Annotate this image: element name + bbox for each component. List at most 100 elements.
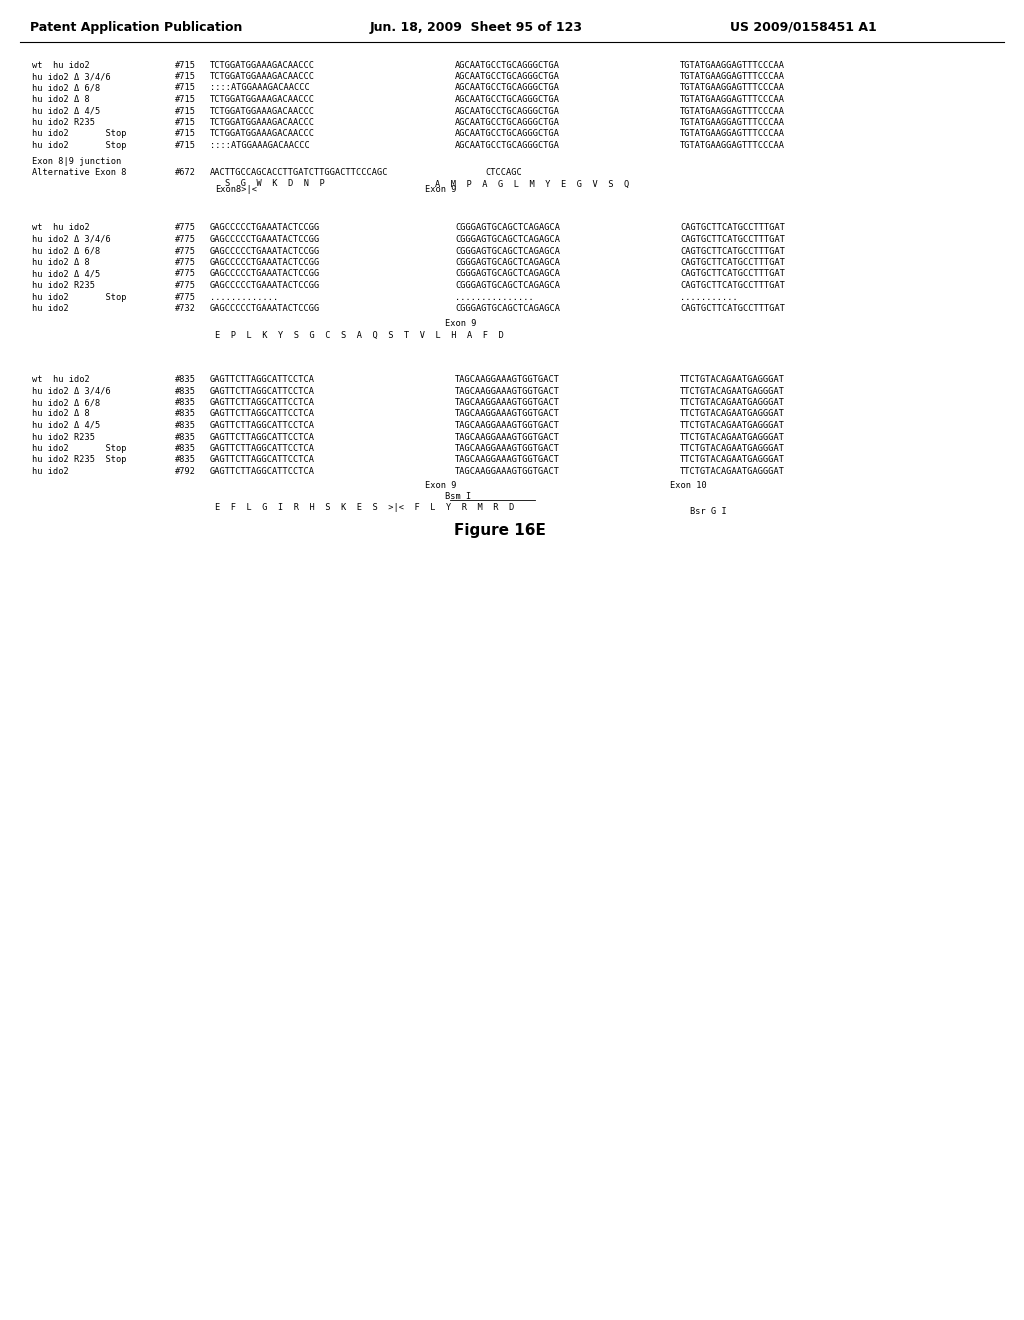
Text: #775: #775 bbox=[175, 293, 196, 301]
Text: #715: #715 bbox=[175, 107, 196, 116]
Text: #672: #672 bbox=[175, 168, 196, 177]
Text: TGTATGAAGGAGTTTCCCAA: TGTATGAAGGAGTTTCCCAA bbox=[680, 61, 785, 70]
Text: GAGTTCTTAGGCATTCCTCA: GAGTTCTTAGGCATTCCTCA bbox=[210, 433, 315, 441]
Text: wt  hu ido2: wt hu ido2 bbox=[32, 61, 90, 70]
Text: CAGTGCTTCATGCCTTTGAT: CAGTGCTTCATGCCTTTGAT bbox=[680, 269, 785, 279]
Text: Exon8>|<: Exon8>|< bbox=[215, 185, 257, 194]
Text: GAGCCCCCTGAAATACTCCGG: GAGCCCCCTGAAATACTCCGG bbox=[210, 235, 321, 244]
Text: CAGTGCTTCATGCCTTTGAT: CAGTGCTTCATGCCTTTGAT bbox=[680, 304, 785, 313]
Text: Exon 9: Exon 9 bbox=[425, 480, 457, 490]
Text: #835: #835 bbox=[175, 409, 196, 418]
Text: CTCCAGC: CTCCAGC bbox=[485, 168, 522, 177]
Text: Figure 16E: Figure 16E bbox=[454, 524, 546, 539]
Text: GAGTTCTTAGGCATTCCTCA: GAGTTCTTAGGCATTCCTCA bbox=[210, 455, 315, 465]
Text: hu ido2       Stop: hu ido2 Stop bbox=[32, 129, 127, 139]
Text: #835: #835 bbox=[175, 399, 196, 407]
Text: TAGCAAGGAAAGTGGTGACT: TAGCAAGGAAAGTGGTGACT bbox=[455, 409, 560, 418]
Text: hu ido2 Δ 4/5: hu ido2 Δ 4/5 bbox=[32, 421, 100, 430]
Text: TCTGGATGGAAAGACAACCC: TCTGGATGGAAAGACAACCC bbox=[210, 73, 315, 81]
Text: #775: #775 bbox=[175, 247, 196, 256]
Text: #835: #835 bbox=[175, 444, 196, 453]
Text: AGCAATGCCTGCAGGGCTGA: AGCAATGCCTGCAGGGCTGA bbox=[455, 141, 560, 150]
Text: hu ido2       Stop: hu ido2 Stop bbox=[32, 141, 127, 150]
Text: AGCAATGCCTGCAGGGCTGA: AGCAATGCCTGCAGGGCTGA bbox=[455, 107, 560, 116]
Text: GAGCCCCCTGAAATACTCCGG: GAGCCCCCTGAAATACTCCGG bbox=[210, 281, 321, 290]
Text: #775: #775 bbox=[175, 235, 196, 244]
Text: AGCAATGCCTGCAGGGCTGA: AGCAATGCCTGCAGGGCTGA bbox=[455, 73, 560, 81]
Text: TGTATGAAGGAGTTTCCCAA: TGTATGAAGGAGTTTCCCAA bbox=[680, 95, 785, 104]
Text: AGCAATGCCTGCAGGGCTGA: AGCAATGCCTGCAGGGCTGA bbox=[455, 129, 560, 139]
Text: E  F  L  G  I  R  H  S  K  E  S  >|<  F  L  Y  R  M  R  D: E F L G I R H S K E S >|< F L Y R M R D bbox=[215, 503, 514, 512]
Text: #775: #775 bbox=[175, 281, 196, 290]
Text: hu ido2 Δ 6/8: hu ido2 Δ 6/8 bbox=[32, 83, 100, 92]
Text: GAGCCCCCTGAAATACTCCGG: GAGCCCCCTGAAATACTCCGG bbox=[210, 223, 321, 232]
Text: TGTATGAAGGAGTTTCCCAA: TGTATGAAGGAGTTTCCCAA bbox=[680, 141, 785, 150]
Text: hu ido2 Δ 8: hu ido2 Δ 8 bbox=[32, 257, 90, 267]
Text: TTCTGTACAGAATGAGGGAT: TTCTGTACAGAATGAGGGAT bbox=[680, 421, 785, 430]
Text: TTCTGTACAGAATGAGGGAT: TTCTGTACAGAATGAGGGAT bbox=[680, 467, 785, 477]
Text: hu ido2 Δ 6/8: hu ido2 Δ 6/8 bbox=[32, 247, 100, 256]
Text: #732: #732 bbox=[175, 304, 196, 313]
Text: hu ido2: hu ido2 bbox=[32, 304, 69, 313]
Text: .............: ............. bbox=[210, 293, 279, 301]
Text: wt  hu ido2: wt hu ido2 bbox=[32, 375, 90, 384]
Text: CGGGAGTGCAGCTCAGAGCA: CGGGAGTGCAGCTCAGAGCA bbox=[455, 281, 560, 290]
Text: #715: #715 bbox=[175, 61, 196, 70]
Text: E  P  L  K  Y  S  G  C  S  A  Q  S  T  V  L  H  A  F  D: E P L K Y S G C S A Q S T V L H A F D bbox=[215, 331, 504, 341]
Text: wt  hu ido2: wt hu ido2 bbox=[32, 223, 90, 232]
Text: A  M  P  A  G  L  M  Y  E  G  V  S  Q: A M P A G L M Y E G V S Q bbox=[435, 180, 630, 189]
Text: TAGCAAGGAAAGTGGTGACT: TAGCAAGGAAAGTGGTGACT bbox=[455, 433, 560, 441]
Text: TAGCAAGGAAAGTGGTGACT: TAGCAAGGAAAGTGGTGACT bbox=[455, 444, 560, 453]
Text: TGTATGAAGGAGTTTCCCAA: TGTATGAAGGAGTTTCCCAA bbox=[680, 73, 785, 81]
Text: hu ido2 Δ 8: hu ido2 Δ 8 bbox=[32, 95, 90, 104]
Text: AGCAATGCCTGCAGGGCTGA: AGCAATGCCTGCAGGGCTGA bbox=[455, 117, 560, 127]
Text: GAGTTCTTAGGCATTCCTCA: GAGTTCTTAGGCATTCCTCA bbox=[210, 375, 315, 384]
Text: hu ido2       Stop: hu ido2 Stop bbox=[32, 444, 127, 453]
Text: CAGTGCTTCATGCCTTTGAT: CAGTGCTTCATGCCTTTGAT bbox=[680, 257, 785, 267]
Text: CGGGAGTGCAGCTCAGAGCA: CGGGAGTGCAGCTCAGAGCA bbox=[455, 235, 560, 244]
Text: TAGCAAGGAAAGTGGTGACT: TAGCAAGGAAAGTGGTGACT bbox=[455, 467, 560, 477]
Text: hu ido2 Δ 4/5: hu ido2 Δ 4/5 bbox=[32, 269, 100, 279]
Text: hu ido2 Δ 6/8: hu ido2 Δ 6/8 bbox=[32, 399, 100, 407]
Text: GAGTTCTTAGGCATTCCTCA: GAGTTCTTAGGCATTCCTCA bbox=[210, 467, 315, 477]
Text: TTCTGTACAGAATGAGGGAT: TTCTGTACAGAATGAGGGAT bbox=[680, 375, 785, 384]
Text: ...........: ........... bbox=[680, 293, 737, 301]
Text: #715: #715 bbox=[175, 73, 196, 81]
Text: Bsr G I: Bsr G I bbox=[690, 507, 727, 516]
Text: TAGCAAGGAAAGTGGTGACT: TAGCAAGGAAAGTGGTGACT bbox=[455, 375, 560, 384]
Text: Bsm I: Bsm I bbox=[445, 492, 471, 502]
Text: CGGGAGTGCAGCTCAGAGCA: CGGGAGTGCAGCTCAGAGCA bbox=[455, 269, 560, 279]
Text: TGTATGAAGGAGTTTCCCAA: TGTATGAAGGAGTTTCCCAA bbox=[680, 83, 785, 92]
Text: ...............: ............... bbox=[455, 293, 534, 301]
Text: Exon 10: Exon 10 bbox=[670, 480, 707, 490]
Text: #835: #835 bbox=[175, 387, 196, 396]
Text: hu ido2 R235: hu ido2 R235 bbox=[32, 433, 95, 441]
Text: GAGCCCCCTGAAATACTCCGG: GAGCCCCCTGAAATACTCCGG bbox=[210, 257, 321, 267]
Text: TTCTGTACAGAATGAGGGAT: TTCTGTACAGAATGAGGGAT bbox=[680, 409, 785, 418]
Text: S  G  W  K  D  N  P: S G W K D N P bbox=[225, 180, 325, 189]
Text: hu ido2       Stop: hu ido2 Stop bbox=[32, 293, 127, 301]
Text: GAGCCCCCTGAAATACTCCGG: GAGCCCCCTGAAATACTCCGG bbox=[210, 269, 321, 279]
Text: hu ido2 Δ 3/4/6: hu ido2 Δ 3/4/6 bbox=[32, 387, 111, 396]
Text: ::::ATGGAAAGACAACCC: ::::ATGGAAAGACAACCC bbox=[210, 141, 315, 150]
Text: hu ido2 Δ 8: hu ido2 Δ 8 bbox=[32, 409, 90, 418]
Text: TGTATGAAGGAGTTTCCCAA: TGTATGAAGGAGTTTCCCAA bbox=[680, 129, 785, 139]
Text: #792: #792 bbox=[175, 467, 196, 477]
Text: TTCTGTACAGAATGAGGGAT: TTCTGTACAGAATGAGGGAT bbox=[680, 444, 785, 453]
Text: TTCTGTACAGAATGAGGGAT: TTCTGTACAGAATGAGGGAT bbox=[680, 433, 785, 441]
Text: hu ido2 R235  Stop: hu ido2 R235 Stop bbox=[32, 455, 127, 465]
Text: AACTTGCCAGCACCTTGATCTTGGACTTCCCAGC: AACTTGCCAGCACCTTGATCTTGGACTTCCCAGC bbox=[210, 168, 388, 177]
Text: #715: #715 bbox=[175, 129, 196, 139]
Text: #775: #775 bbox=[175, 223, 196, 232]
Text: CGGGAGTGCAGCTCAGAGCA: CGGGAGTGCAGCTCAGAGCA bbox=[455, 304, 560, 313]
Text: CGGGAGTGCAGCTCAGAGCA: CGGGAGTGCAGCTCAGAGCA bbox=[455, 247, 560, 256]
Text: TTCTGTACAGAATGAGGGAT: TTCTGTACAGAATGAGGGAT bbox=[680, 387, 785, 396]
Text: Patent Application Publication: Patent Application Publication bbox=[30, 21, 243, 33]
Text: AGCAATGCCTGCAGGGCTGA: AGCAATGCCTGCAGGGCTGA bbox=[455, 95, 560, 104]
Text: #835: #835 bbox=[175, 375, 196, 384]
Text: #715: #715 bbox=[175, 95, 196, 104]
Text: Exon 9: Exon 9 bbox=[445, 319, 476, 329]
Text: #775: #775 bbox=[175, 257, 196, 267]
Text: GAGTTCTTAGGCATTCCTCA: GAGTTCTTAGGCATTCCTCA bbox=[210, 409, 315, 418]
Text: #835: #835 bbox=[175, 455, 196, 465]
